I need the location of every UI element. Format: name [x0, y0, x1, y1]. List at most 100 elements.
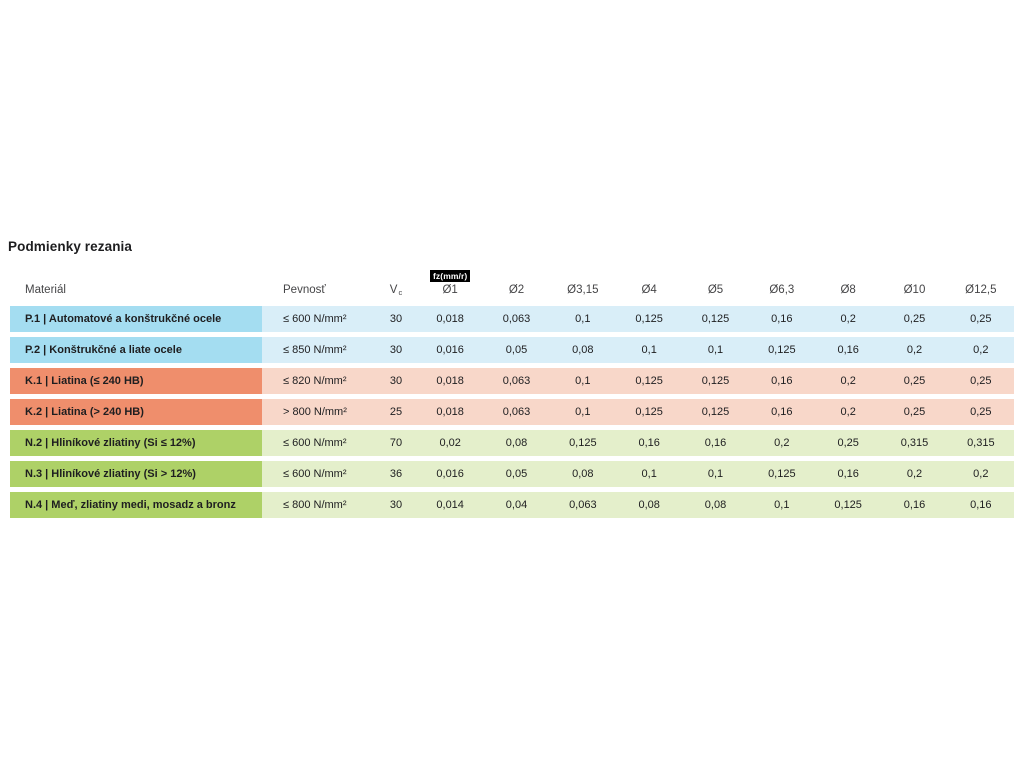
fz-value-cell: 0,1: [616, 337, 683, 363]
vc-cell: 70: [375, 430, 417, 456]
strength-cell: ≤ 600 N/mm²: [262, 461, 375, 487]
table-row: N.4 | Meď, zliatiny medi, mosadz a bronz…: [10, 492, 1014, 518]
fz-value-cell: 0,125: [616, 306, 683, 332]
fz-value-cell: 0,2: [748, 430, 815, 456]
fz-value-cell: 0,16: [748, 399, 815, 425]
fz-value-cell: 0,16: [616, 430, 683, 456]
fz-value-cell: 0,25: [947, 399, 1014, 425]
strength-cell: ≤ 800 N/mm²: [262, 492, 375, 518]
vc-cell: 30: [375, 337, 417, 363]
page-title: Podmienky rezania: [8, 239, 132, 254]
fz-value-cell: 0,1: [682, 461, 749, 487]
fz-value-cell: 0,063: [549, 492, 616, 518]
fz-value-cell: 0,25: [947, 306, 1014, 332]
table-row: P.2 | Konštrukčné a liate ocele ≤ 850 N/…: [10, 337, 1014, 363]
strength-cell: ≤ 600 N/mm²: [262, 430, 375, 456]
column-header-diameter-4: Ø4: [641, 284, 657, 296]
fz-value-cell: 0,16: [881, 492, 948, 518]
fz-value-cell: 0,125: [815, 492, 882, 518]
fz-value-cell: 0,125: [682, 368, 749, 394]
table-row: N.3 | Hliníkové zliatiny (Si > 12%) ≤ 60…: [10, 461, 1014, 487]
fz-value-cell: 0,16: [815, 337, 882, 363]
fz-value-cell: 0,125: [682, 399, 749, 425]
column-header-diameter-2: Ø2: [508, 284, 525, 296]
column-header-diameter-5: Ø5: [707, 284, 724, 296]
vc-label-base: V: [389, 284, 398, 296]
fz-value-cell: 0,05: [483, 337, 550, 363]
fz-value-cell: 0,2: [815, 399, 882, 425]
fz-value-cell: 0,016: [417, 461, 484, 487]
fz-value-cell: 0,125: [682, 306, 749, 332]
fz-value-cell: 0,315: [881, 430, 948, 456]
vc-cell: 25: [375, 399, 417, 425]
fz-value-cell: 0,2: [947, 337, 1014, 363]
material-cell: P.1 | Automatové a konštrukčné ocele: [10, 306, 262, 332]
fz-value-cell: 0,2: [815, 368, 882, 394]
fz-value-cell: 0,08: [483, 430, 550, 456]
fz-value-cell: 0,04: [483, 492, 550, 518]
fz-value-cell: 0,063: [483, 306, 550, 332]
fz-value-cell: 0,25: [881, 399, 948, 425]
fz-value-cell: 0,1: [549, 399, 616, 425]
fz-value-cell: 0,2: [947, 461, 1014, 487]
vc-cell: 30: [375, 492, 417, 518]
column-header-diameter-6: Ø6,3: [769, 284, 795, 296]
material-cell: P.2 | Konštrukčné a liate ocele: [10, 337, 262, 363]
fz-unit-badge: fz(mm/r): [430, 269, 471, 282]
fz-value-cell: 0,125: [616, 399, 683, 425]
fz-value-cell: 0,125: [748, 337, 815, 363]
fz-value-cell: 0,1: [549, 306, 616, 332]
table-row: K.2 | Liatina (> 240 HB) > 800 N/mm² 25 …: [10, 399, 1014, 425]
diameter-label: Ø1: [442, 284, 458, 296]
fz-value-cell: 0,16: [748, 306, 815, 332]
fz-value-cell: 0,08: [549, 461, 616, 487]
material-cell: K.1 | Liatina (≤ 240 HB): [10, 368, 262, 394]
fz-value-cell: 0,08: [616, 492, 683, 518]
fz-value-cell: 0,1: [748, 492, 815, 518]
table-row: N.2 | Hliníkové zliatiny (Si ≤ 12%) ≤ 60…: [10, 430, 1014, 456]
fz-value-cell: 0,2: [815, 306, 882, 332]
vc-cell: 30: [375, 306, 417, 332]
vc-cell: 36: [375, 461, 417, 487]
vc-label-subscript: c: [398, 288, 403, 297]
fz-value-cell: 0,2: [881, 461, 948, 487]
fz-value-cell: 0,25: [815, 430, 882, 456]
vc-cell: 30: [375, 368, 417, 394]
fz-value-cell: 0,08: [549, 337, 616, 363]
fz-value-cell: 0,1: [549, 368, 616, 394]
fz-value-cell: 0,018: [417, 399, 484, 425]
fz-value-cell: 0,25: [881, 368, 948, 394]
fz-value-cell: 0,016: [417, 337, 484, 363]
column-header-diameter-3: Ø3,15: [567, 284, 599, 296]
material-cell: N.3 | Hliníkové zliatiny (Si > 12%): [10, 461, 262, 487]
strength-cell: ≤ 600 N/mm²: [262, 306, 375, 332]
column-header-diameter-9: Ø12,5: [965, 284, 997, 296]
fz-value-cell: 0,05: [483, 461, 550, 487]
fz-value-cell: 0,02: [417, 430, 484, 456]
fz-value-cell: 0,018: [417, 368, 484, 394]
fz-value-cell: 0,2: [881, 337, 948, 363]
fz-value-cell: 0,16: [947, 492, 1014, 518]
fz-value-cell: 0,16: [815, 461, 882, 487]
table-row: K.1 | Liatina (≤ 240 HB) ≤ 820 N/mm² 30 …: [10, 368, 1014, 394]
strength-cell: ≤ 820 N/mm²: [262, 368, 375, 394]
strength-cell: > 800 N/mm²: [262, 399, 375, 425]
material-cell: N.4 | Meď, zliatiny medi, mosadz a bronz: [10, 492, 262, 518]
fz-value-cell: 0,125: [748, 461, 815, 487]
column-header-diameter-1: fz(mm/r) Ø1: [417, 264, 483, 297]
fz-value-cell: 0,125: [549, 430, 616, 456]
column-header-strength: Pevnosť: [283, 284, 326, 296]
fz-value-cell: 0,1: [616, 461, 683, 487]
column-header-diameter-8: Ø10: [903, 284, 926, 296]
fz-value-cell: 0,018: [417, 306, 484, 332]
fz-value-cell: 0,125: [616, 368, 683, 394]
material-cell: K.2 | Liatina (> 240 HB): [10, 399, 262, 425]
fz-value-cell: 0,25: [947, 368, 1014, 394]
fz-value-cell: 0,063: [483, 368, 550, 394]
fz-value-cell: 0,315: [947, 430, 1014, 456]
material-cell: N.2 | Hliníkové zliatiny (Si ≤ 12%): [10, 430, 262, 456]
